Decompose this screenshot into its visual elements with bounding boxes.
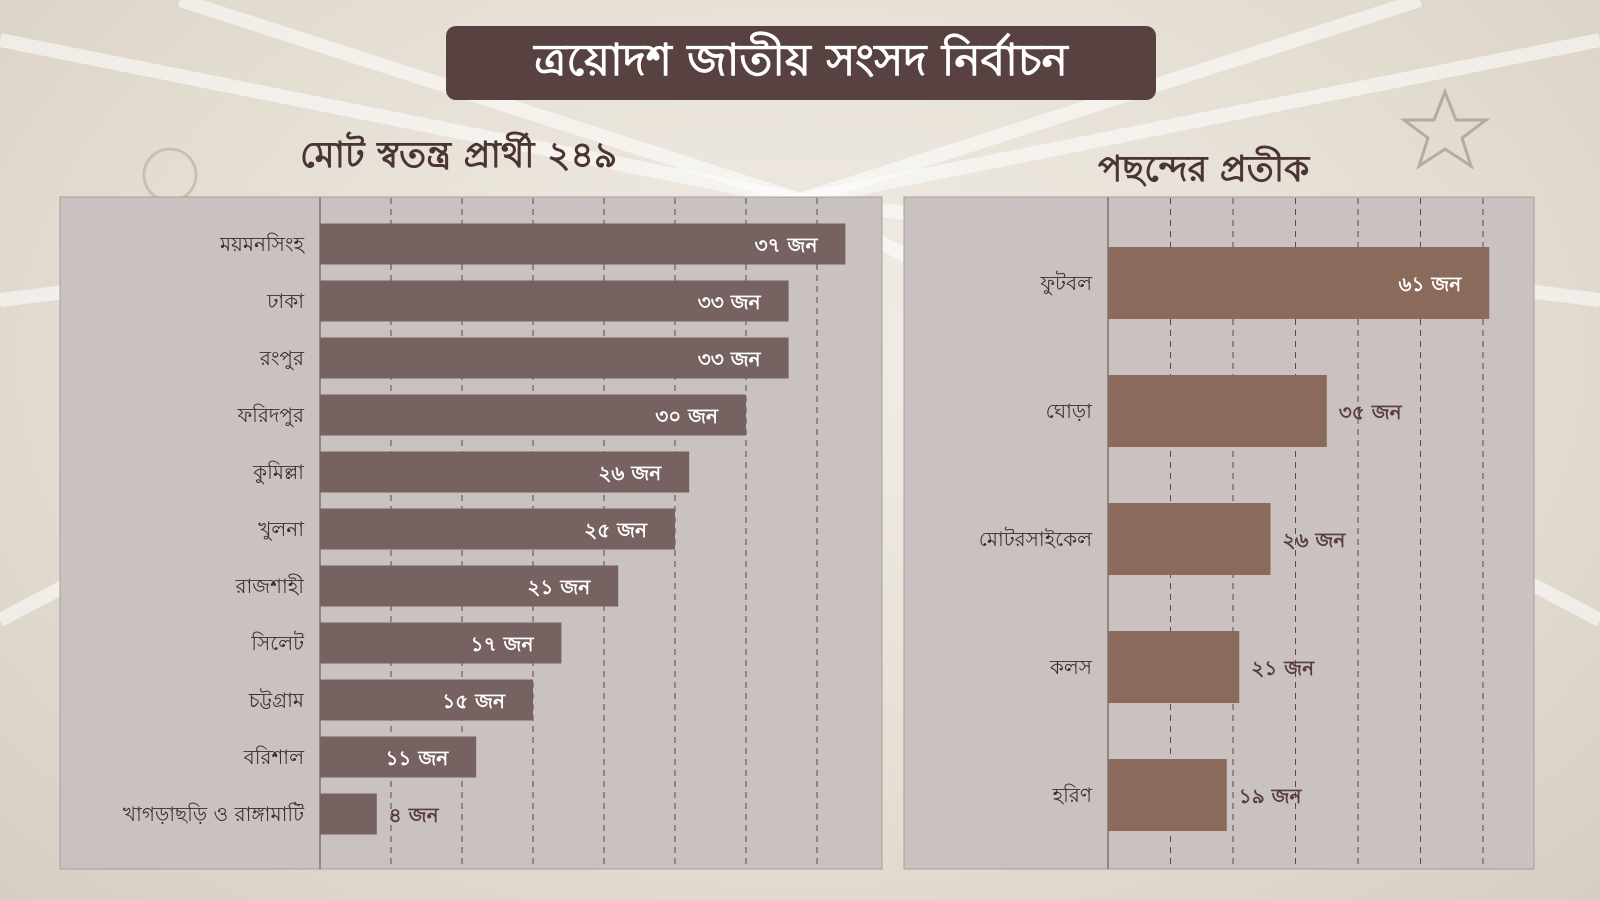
category-label: ময়মনসিংহ bbox=[219, 232, 305, 256]
value-label: ৩৩ জন bbox=[698, 290, 762, 314]
star-icon bbox=[1399, 87, 1491, 170]
category-label: ফরিদপুর bbox=[237, 403, 305, 427]
category-label: ঘোড়া bbox=[1046, 399, 1094, 423]
category-label: সিলেট bbox=[250, 631, 305, 655]
value-label: ৩৫ জন bbox=[1339, 400, 1403, 424]
value-label: ২৬ জন bbox=[1283, 528, 1347, 552]
value-label: ৩৭ জন bbox=[755, 233, 819, 257]
category-label: রাজশাহী bbox=[234, 574, 304, 598]
bar bbox=[1108, 247, 1490, 319]
bar bbox=[320, 508, 675, 550]
value-label: ২১ জন bbox=[1251, 656, 1315, 680]
category-label: ফুটবল bbox=[1039, 271, 1093, 295]
bar bbox=[320, 394, 746, 436]
value-label: ৬১ জন bbox=[1398, 272, 1462, 296]
bar bbox=[320, 622, 562, 664]
bar bbox=[320, 280, 789, 322]
value-label: ১৯ জন bbox=[1239, 784, 1303, 808]
value-label: ১৫ জন bbox=[442, 689, 506, 713]
value-label: ২১ জন bbox=[527, 575, 591, 599]
category-label: মোটরসাইকেল bbox=[979, 527, 1093, 551]
category-label: কলস bbox=[1049, 655, 1093, 679]
bar bbox=[320, 793, 377, 835]
bar bbox=[320, 451, 690, 493]
category-label: হরিণ bbox=[1052, 783, 1093, 807]
bar bbox=[320, 679, 533, 721]
bar bbox=[1108, 375, 1327, 447]
category-label: বরিশাল bbox=[243, 745, 305, 769]
bar bbox=[320, 223, 846, 265]
bar bbox=[1108, 503, 1271, 575]
category-label: খাগড়াছড়ি ও রাঙ্গামাটি bbox=[123, 802, 305, 826]
category-label: চট্টগ্রাম bbox=[248, 688, 305, 712]
bar bbox=[1108, 631, 1240, 703]
bar bbox=[320, 337, 789, 379]
value-label: ৪ জন bbox=[389, 803, 440, 827]
page-title: ত্রয়োদশ জাতীয় সংসদ নির্বাচন bbox=[446, 26, 1156, 100]
value-label: ২৬ জন bbox=[598, 461, 662, 485]
category-label: কুমিল্লা bbox=[252, 460, 305, 484]
bar bbox=[320, 565, 619, 607]
category-label: খুলনা bbox=[258, 517, 305, 541]
value-label: ৩০ জন bbox=[655, 404, 719, 428]
left-chart-title: মোট স্বতন্ত্র প্রার্থী ২৪৯ bbox=[300, 135, 618, 176]
value-label: ৩৩ জন bbox=[698, 347, 762, 371]
value-label: ১৭ জন bbox=[471, 632, 535, 656]
bar bbox=[320, 736, 477, 778]
category-label: রংপুর bbox=[259, 346, 305, 370]
value-label: ১১ জন bbox=[385, 746, 449, 770]
category-label: ঢাকা bbox=[266, 289, 305, 313]
right-chart-title: পছন্দের প্রতীক bbox=[1098, 149, 1310, 190]
value-label: ২৫ জন bbox=[584, 518, 648, 542]
bar bbox=[1108, 759, 1227, 831]
